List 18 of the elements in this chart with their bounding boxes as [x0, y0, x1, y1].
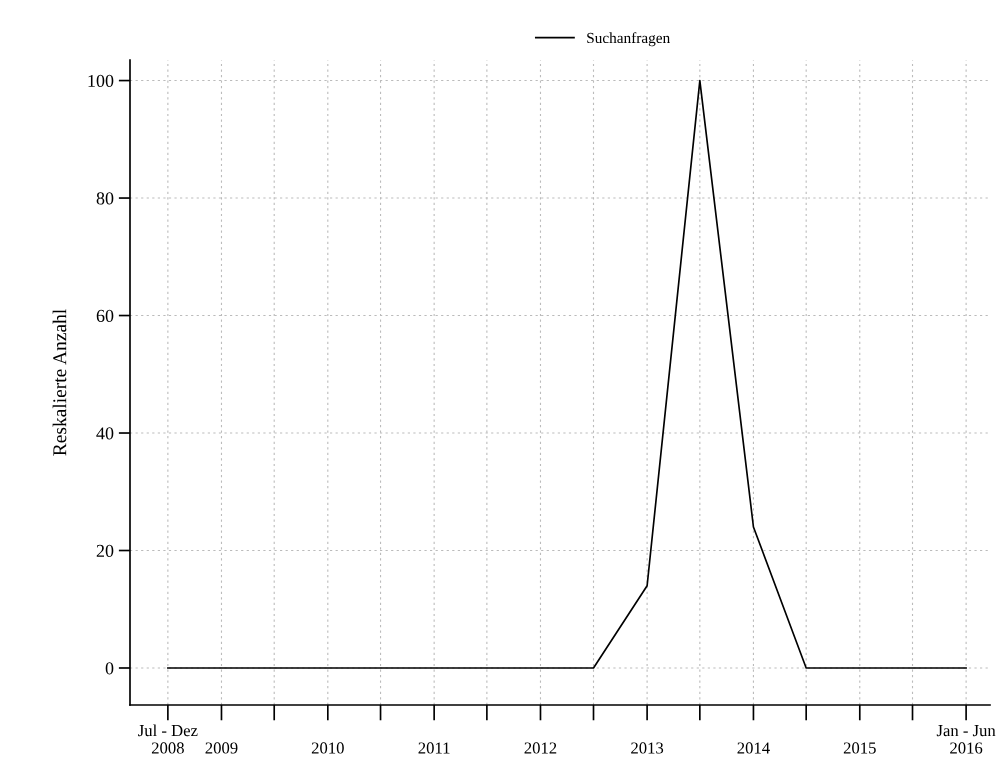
x-tick-label: 2013	[631, 742, 664, 754]
y-tick-label: 60	[96, 309, 114, 322]
x-tick-label: 2010	[311, 742, 344, 754]
x-tick-label: 2014	[737, 742, 770, 754]
y-tick-label: 0	[105, 662, 114, 675]
line-series	[167, 79, 967, 669]
x-tick-label: Jul - Dez 2008	[138, 724, 198, 754]
legend-label: Suchanfragen	[587, 32, 670, 47]
x-tick-label: 2015	[843, 742, 876, 754]
x-tick-label: 2011	[418, 742, 450, 754]
x-tick-label: 2012	[524, 742, 557, 754]
y-tick-label: 100	[88, 74, 114, 87]
x-tick-label: 2009	[205, 742, 238, 754]
y-tick-label: 20	[96, 544, 114, 557]
y-tick-label: 40	[96, 427, 114, 440]
y-tick-label: 80	[96, 192, 114, 205]
y-axis-title: Reskalierte Anzahl	[52, 309, 67, 456]
x-tick-label: Jan - Jun 2016	[936, 725, 996, 754]
